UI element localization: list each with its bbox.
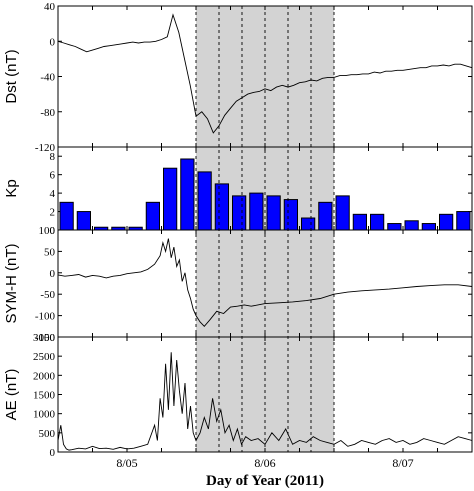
y-tick-label: 2 <box>50 207 56 219</box>
kp-bar <box>421 223 436 231</box>
y-tick-label: 2000 <box>33 370 56 382</box>
kp-bar <box>456 211 471 231</box>
kp-bar <box>439 213 454 231</box>
y-tick-label: 100 <box>39 225 56 237</box>
y-tick-label: 6 <box>50 170 56 182</box>
kp-bar <box>163 167 178 231</box>
dst-series-line <box>57 13 473 134</box>
kp-bar <box>370 213 385 231</box>
y-tick-label: 50 <box>44 246 56 258</box>
y-tick-label: 40 <box>44 1 56 13</box>
y-tick-label: 2500 <box>33 351 56 363</box>
x-axis-label: Day of Year (2011) <box>206 473 324 489</box>
kp-bar <box>59 201 74 231</box>
kp-bar <box>266 195 281 231</box>
kp-bar <box>214 183 229 231</box>
y-tick-label: 0 <box>50 225 56 237</box>
y-tick-label: -40 <box>40 72 55 84</box>
y-tick-label: 1000 <box>33 409 56 421</box>
y-axis-label: SYM-H (nT) <box>3 244 20 324</box>
kp-bar <box>232 195 247 231</box>
y-tick-label: 4 <box>50 188 56 200</box>
y-tick-label: -80 <box>40 107 55 119</box>
y-tick-label: 3000 <box>33 332 56 344</box>
y-axis-label: Dst (nT) <box>3 49 20 103</box>
y-tick-label: -50 <box>40 289 55 301</box>
kp-bar <box>145 201 160 231</box>
y-tick-label: 0 <box>50 447 56 459</box>
ae-series-line <box>57 352 473 451</box>
y-axis-label: AE (nT) <box>3 369 20 421</box>
y-tick-label: -120 <box>35 142 56 154</box>
y-tick-label: -150 <box>35 332 56 344</box>
kp-bar <box>76 211 91 231</box>
y-tick-label: 0 <box>50 36 56 48</box>
kp-bar <box>318 201 333 231</box>
kp-bar <box>249 192 264 231</box>
y-axis-label: Kp <box>3 179 20 197</box>
kp-bar <box>301 217 316 231</box>
kp-bar <box>352 213 367 231</box>
x-tick-label: 8/05 <box>116 456 137 470</box>
kp-bar <box>180 158 195 231</box>
y-tick-label: 500 <box>39 428 56 440</box>
symh-series-line <box>57 238 473 327</box>
y-tick-label: 0 <box>50 268 56 280</box>
x-tick-label: 8/06 <box>254 456 275 470</box>
y-tick-label: -100 <box>35 311 56 323</box>
x-tick-label: 8/07 <box>392 456 413 470</box>
y-tick-label: 1500 <box>33 390 56 402</box>
kp-bar <box>404 220 419 231</box>
kp-bar <box>283 199 298 231</box>
kp-bar <box>387 223 402 231</box>
kp-bar <box>197 171 212 231</box>
y-tick-label: 8 <box>50 151 56 163</box>
kp-bar <box>335 195 350 231</box>
